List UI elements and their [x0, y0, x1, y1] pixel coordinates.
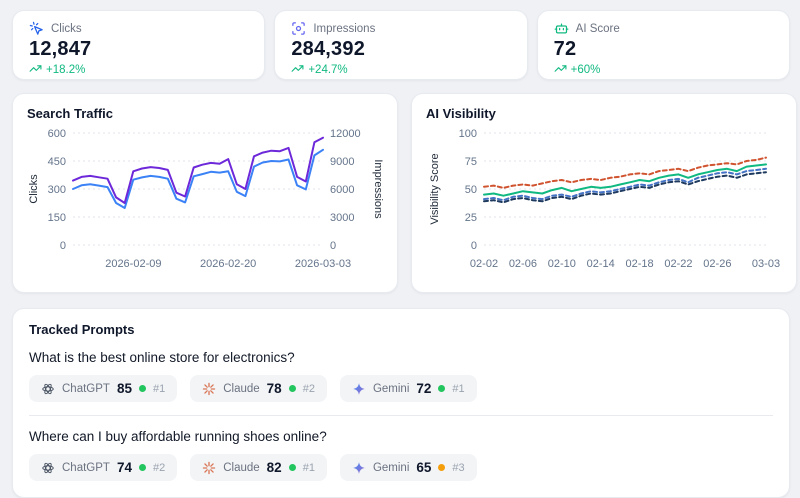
model-score: 85: [116, 381, 132, 396]
trending-up-icon: [291, 62, 304, 78]
search-traffic-plot[interactable]: 01503004506000300060009000120002026-02-0…: [27, 125, 383, 285]
svg-text:9000: 9000: [330, 156, 354, 168]
status-dot: [138, 464, 146, 471]
trending-up-icon: [554, 62, 567, 78]
svg-text:6000: 6000: [330, 184, 354, 196]
chart-title: Search Traffic: [27, 106, 113, 121]
svg-text:3000: 3000: [330, 212, 354, 224]
prompt-question: What is the best online store for electr…: [29, 350, 295, 365]
kpi-label: AI Score: [575, 22, 620, 35]
model-name: ChatGPT: [62, 461, 110, 474]
status-dot: [438, 464, 446, 471]
kpi-row: Clicks 12,847 +18.2% Impressions 284,392: [12, 10, 790, 80]
model-rank: #2: [302, 382, 315, 395]
status-dot: [438, 385, 446, 392]
svg-text:25: 25: [465, 212, 477, 224]
kpi-delta: +24.7%: [308, 64, 348, 76]
model-rank: #2: [152, 461, 166, 474]
gemini-icon: [352, 382, 366, 396]
svg-text:02-10: 02-10: [548, 258, 576, 270]
model-name: Claude: [223, 461, 260, 474]
status-dot: [288, 464, 296, 471]
kpi-value: 72: [553, 38, 577, 60]
chatgpt-icon: [41, 461, 55, 475]
svg-text:02-14: 02-14: [587, 258, 615, 270]
model-rank: #1: [452, 382, 465, 395]
kpi-value: 12,847: [29, 38, 92, 60]
kpi-card-impressions: Impressions 284,392 +24.7%: [274, 10, 528, 80]
svg-text:Impressions: Impressions: [372, 159, 383, 219]
kpi-label: Clicks: [51, 22, 82, 35]
svg-text:450: 450: [48, 156, 66, 168]
model-score-badge-chatgpt: ChatGPT 85 #1: [29, 375, 178, 402]
svg-text:02-18: 02-18: [626, 258, 654, 270]
model-name: ChatGPT: [62, 382, 110, 395]
model-score: 78: [266, 381, 282, 396]
search-traffic-chart-card: Search Traffic 0 150 300 450 600 0 3000 6000 900…: [12, 93, 398, 293]
tracked-prompts-card: Tracked Prompts What is the best online …: [12, 308, 790, 498]
ai-visibility-chart-card: AI Visibility 0 25 50 75 100 02-02 02-06 02-10 0…: [411, 93, 797, 293]
model-score: 82: [266, 460, 282, 475]
svg-text:12000: 12000: [330, 128, 361, 140]
prompt-divider: [29, 415, 773, 416]
trending-up-icon: [29, 62, 42, 78]
mouse-pointer-click-icon: [29, 21, 44, 36]
model-score: 74: [116, 460, 132, 475]
kpi-card-ai-score: AI Score 72 +60%: [536, 10, 790, 80]
chart-title: AI Visibility: [426, 106, 496, 121]
model-score: 65: [416, 460, 432, 475]
svg-text:2026-03-03: 2026-03-03: [295, 258, 351, 270]
model-score: 72: [416, 381, 432, 396]
model-rank: #1: [152, 382, 166, 395]
model-rank: #3: [452, 461, 465, 474]
model-score-badge-gemini: Gemini 65 #3: [339, 454, 477, 481]
ai-visibility-plot[interactable]: 0 25 50 75 100 02-02 02-06 02-10 02-14 02-18 02-22…: [426, 125, 782, 285]
svg-text:50: 50: [465, 184, 477, 196]
scan-eye-icon: [291, 21, 306, 36]
claude-icon: [202, 461, 216, 475]
model-score-badge-claude: Claude 78 #2: [190, 375, 327, 402]
svg-text:02-26: 02-26: [703, 258, 731, 270]
prompt-block: Where can I buy affordable running shoes…: [29, 429, 773, 481]
svg-text:0: 0: [471, 240, 477, 252]
model-name: Claude: [223, 382, 260, 395]
bot-icon: [554, 21, 569, 36]
kpi-card-clicks: Clicks 12,847 +18.2%: [12, 10, 266, 80]
svg-text:Visibility Score: Visibility Score: [429, 153, 441, 224]
status-dot: [138, 385, 146, 392]
kpi-delta: +60%: [570, 64, 601, 76]
kpi-value: 284,392: [291, 38, 366, 60]
svg-text:0: 0: [60, 240, 66, 252]
svg-text:02-06: 02-06: [509, 258, 537, 270]
charts-row: Search Traffic 0 150 300 450 600 0 3000 6000 900…: [12, 93, 797, 293]
svg-text:75: 75: [465, 156, 477, 168]
svg-text:300: 300: [48, 184, 66, 196]
model-rank: #1: [302, 461, 315, 474]
svg-text:Clicks: Clicks: [28, 174, 40, 204]
svg-text:600: 600: [48, 128, 66, 140]
chatgpt-icon: [41, 382, 55, 396]
tracked-prompts-title: Tracked Prompts: [29, 322, 135, 337]
prompt-question: Where can I buy affordable running shoes…: [29, 429, 327, 444]
model-name: Gemini: [372, 461, 410, 474]
svg-text:2026-02-09: 2026-02-09: [105, 258, 161, 270]
status-dot: [288, 385, 296, 392]
svg-text:02-22: 02-22: [664, 258, 692, 270]
model-score-badge-claude: Claude 82 #1: [190, 454, 327, 481]
model-name: Gemini: [372, 382, 410, 395]
prompt-block: What is the best online store for electr…: [29, 350, 773, 402]
gemini-icon: [352, 461, 366, 475]
kpi-label: Impressions: [313, 22, 376, 35]
svg-text:150: 150: [48, 212, 66, 224]
svg-text:2026-02-20: 2026-02-20: [200, 258, 256, 270]
svg-text:0: 0: [330, 240, 336, 252]
model-score-badge-gemini: Gemini 72 #1: [339, 375, 477, 402]
svg-text:02-02: 02-02: [470, 258, 498, 270]
svg-text:100: 100: [459, 128, 477, 140]
claude-icon: [202, 382, 216, 396]
model-score-badge-chatgpt: ChatGPT 74 #2: [29, 454, 178, 481]
kpi-delta: +18.2%: [46, 64, 86, 76]
svg-text:03-03: 03-03: [752, 258, 780, 270]
